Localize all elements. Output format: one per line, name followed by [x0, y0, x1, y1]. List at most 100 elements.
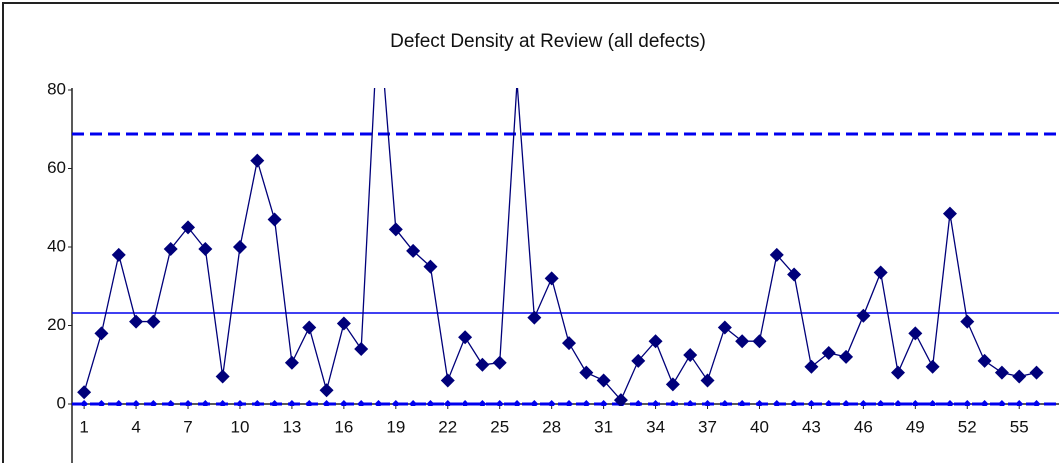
data-point	[579, 365, 594, 380]
x-tick-label: 4	[131, 417, 140, 436]
reference-marker	[253, 400, 262, 406]
data-point	[475, 357, 490, 372]
reference-marker	[184, 400, 193, 406]
reference-marker	[945, 400, 954, 406]
data-point	[302, 320, 317, 335]
reference-marker	[582, 400, 591, 406]
data-point	[648, 334, 663, 349]
x-tick-label: 49	[906, 417, 925, 436]
data-point	[960, 314, 975, 329]
reference-marker	[409, 400, 418, 406]
x-tick-label: 28	[542, 417, 561, 436]
x-tick-label: 7	[183, 417, 192, 436]
reference-marker	[1015, 400, 1024, 406]
reference-marker	[513, 400, 522, 406]
series-line	[83, 88, 1037, 402]
x-tick-label: 22	[438, 417, 457, 436]
data-point	[336, 316, 351, 331]
data-point	[804, 359, 819, 374]
reference-marker	[218, 400, 227, 406]
reference-marker	[928, 400, 937, 406]
reference-marker	[201, 400, 210, 406]
reference-marker	[738, 400, 747, 406]
data-point	[232, 240, 247, 254]
reference-marker	[842, 400, 851, 406]
data-point	[181, 220, 196, 235]
data-point	[839, 349, 854, 364]
data-point	[515, 88, 519, 90]
reference-marker	[772, 400, 781, 406]
data-point	[891, 365, 906, 380]
reference-marker	[357, 400, 366, 406]
reference-marker	[876, 400, 885, 406]
data-point	[769, 247, 784, 262]
data-point	[198, 241, 213, 256]
x-tick-label: 34	[646, 417, 665, 436]
data-point	[821, 345, 836, 360]
data-point	[388, 222, 403, 237]
reference-marker	[443, 400, 452, 406]
chart-title: Defect Density at Review (all defects)	[390, 31, 706, 52]
data-point	[873, 265, 888, 280]
reference-marker	[80, 400, 89, 406]
reference-marker	[824, 400, 833, 406]
data-point	[700, 373, 715, 388]
data-point	[354, 342, 369, 357]
data-point	[129, 314, 144, 329]
data-point	[423, 259, 438, 274]
data-point	[492, 355, 507, 370]
reference-marker	[235, 400, 244, 406]
data-point	[787, 267, 802, 282]
data-point	[1029, 365, 1044, 380]
data-point	[458, 330, 473, 345]
reference-marker	[686, 400, 695, 406]
reference-marker	[564, 400, 573, 406]
x-tick-label: 43	[802, 417, 821, 436]
reference-marker	[374, 400, 383, 406]
x-tick-label: 40	[750, 417, 769, 436]
data-point	[163, 241, 178, 256]
data-point	[596, 373, 611, 388]
reference-marker	[97, 400, 106, 406]
x-tick-label: 16	[334, 417, 353, 436]
y-tick-label: 20	[47, 315, 66, 334]
data-point	[215, 369, 230, 384]
data-point	[527, 310, 542, 325]
data-point	[111, 247, 126, 262]
reference-marker	[547, 400, 556, 406]
reference-marker	[426, 400, 435, 406]
reference-marker	[391, 400, 400, 406]
data-point	[942, 206, 957, 221]
x-tick-label: 52	[958, 417, 977, 436]
reference-marker	[322, 400, 331, 406]
data-point	[856, 308, 871, 323]
data-point	[752, 334, 767, 349]
data-point	[77, 385, 92, 400]
x-tick-label: 46	[854, 417, 873, 436]
plot-area	[72, 5, 1059, 406]
data-point	[613, 393, 628, 406]
x-tick-label: 55	[1010, 417, 1029, 436]
x-tick-label: 31	[594, 417, 613, 436]
reference-marker	[755, 400, 764, 406]
y-tick-label: 60	[47, 158, 66, 177]
reference-marker	[651, 400, 660, 406]
reference-marker	[720, 400, 729, 406]
data-point	[683, 347, 698, 362]
reference-marker	[634, 400, 643, 406]
reference-marker	[911, 400, 920, 406]
data-point	[250, 153, 265, 168]
reference-marker	[149, 400, 158, 406]
reference-marker	[339, 400, 348, 406]
reference-marker	[980, 400, 989, 406]
data-point	[977, 353, 992, 368]
data-point	[735, 334, 750, 349]
x-tick-label: 25	[490, 417, 509, 436]
data-point	[146, 314, 161, 329]
reference-marker	[114, 400, 123, 406]
data-point	[372, 5, 386, 19]
reference-marker	[478, 400, 487, 406]
data-point	[717, 320, 732, 335]
reference-marker	[270, 400, 279, 406]
